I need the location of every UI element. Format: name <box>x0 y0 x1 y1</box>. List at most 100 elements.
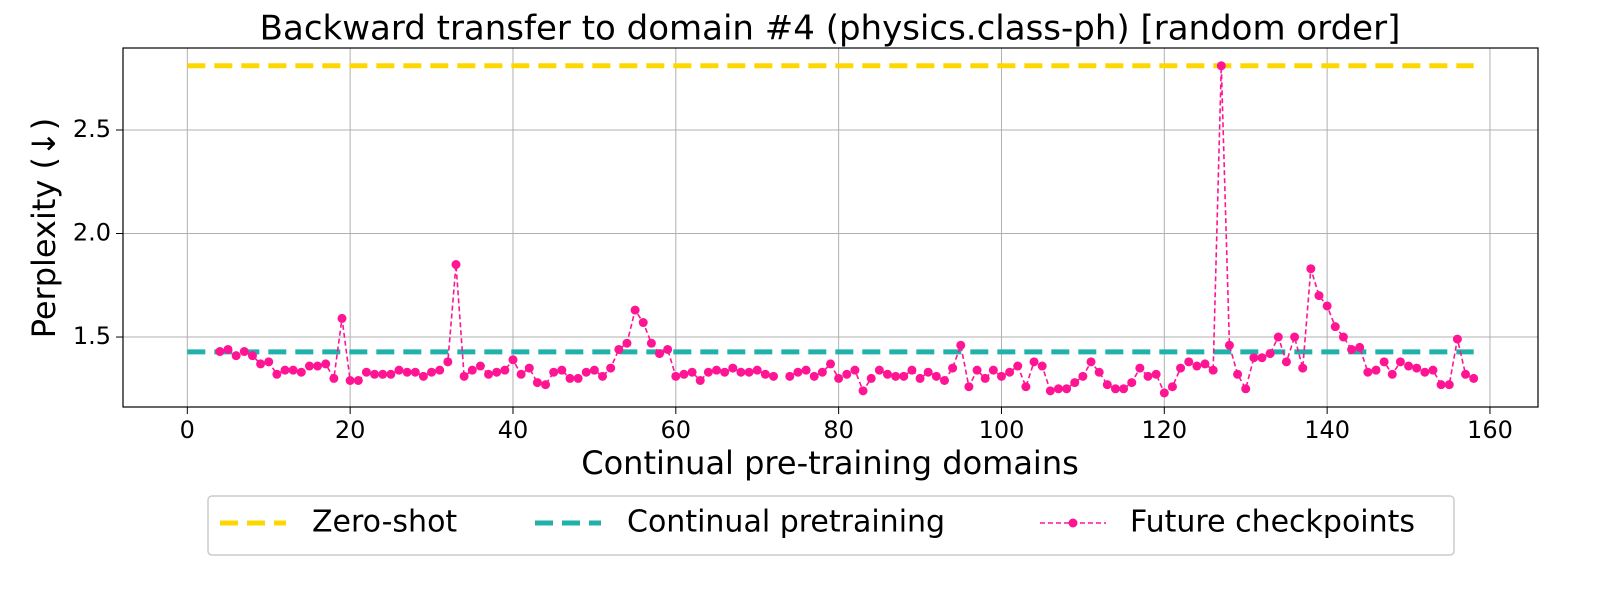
data-point <box>557 365 567 375</box>
data-point <box>1200 359 1210 369</box>
data-point <box>329 373 339 383</box>
data-point <box>915 373 925 383</box>
data-point <box>1070 378 1080 388</box>
data-point <box>638 318 648 328</box>
data-point <box>573 373 583 383</box>
data-point <box>769 371 779 381</box>
data-point <box>321 359 331 369</box>
data-point <box>882 369 892 379</box>
x-tick-label: 20 <box>335 416 366 444</box>
data-point <box>304 361 314 371</box>
data-point <box>655 349 665 359</box>
data-point <box>752 365 762 375</box>
data-point <box>1119 384 1129 394</box>
data-point <box>826 359 835 369</box>
data-point <box>850 365 860 375</box>
x-tick-label: 40 <box>498 416 529 444</box>
data-point <box>801 365 811 375</box>
data-point <box>809 371 819 381</box>
legend-label: Future checkpoints <box>1130 505 1415 540</box>
data-point <box>1330 322 1340 332</box>
data-point <box>1127 378 1137 388</box>
data-point <box>964 382 974 392</box>
data-point <box>247 351 257 361</box>
data-point <box>1224 340 1234 350</box>
data-point <box>948 363 958 373</box>
y-axis-label: Perplexity (↓) <box>25 118 63 339</box>
data-point <box>679 369 689 379</box>
legend-label: Zero-shot <box>312 505 457 540</box>
data-point <box>866 373 876 383</box>
data-point <box>1110 384 1120 394</box>
data-point <box>939 375 949 385</box>
data-point <box>410 367 420 377</box>
data-point <box>475 361 485 371</box>
data-point <box>467 365 477 375</box>
data-point <box>1167 382 1177 392</box>
data-point <box>402 367 412 377</box>
data-point <box>589 365 599 375</box>
x-tick-label: 0 <box>180 416 195 444</box>
data-point <box>1404 361 1414 371</box>
data-point <box>508 355 518 365</box>
data-point <box>931 371 941 381</box>
x-tick-label: 80 <box>823 416 854 444</box>
legend-label: Continual pretraining <box>627 505 945 540</box>
data-point <box>1355 342 1365 352</box>
data-point <box>817 367 827 377</box>
data-point <box>996 371 1006 381</box>
data-point <box>394 365 404 375</box>
data-point <box>532 378 542 388</box>
x-tick-label: 100 <box>979 416 1025 444</box>
data-point <box>671 371 681 381</box>
data-point <box>256 359 266 369</box>
data-point <box>1143 371 1153 381</box>
data-point <box>1102 380 1112 390</box>
data-point <box>272 369 282 379</box>
data-point <box>1176 363 1186 373</box>
data-point <box>646 338 656 348</box>
series-line <box>219 65 1475 395</box>
data-point <box>1290 332 1300 342</box>
chart-title: Backward transfer to domain #4 (physics.… <box>260 9 1401 49</box>
data-point <box>703 367 713 377</box>
data-point <box>1265 349 1275 359</box>
data-point <box>1412 363 1422 373</box>
data-point <box>370 369 380 379</box>
data-point <box>923 367 933 377</box>
data-point <box>565 373 575 383</box>
data-point <box>1257 353 1267 363</box>
legend-box <box>207 495 1455 556</box>
data-point <box>1436 380 1446 390</box>
data-point <box>1184 357 1194 367</box>
data-point <box>484 369 494 379</box>
data-point <box>1029 357 1039 367</box>
data-point <box>1298 363 1308 373</box>
data-point <box>1159 388 1169 398</box>
data-point <box>353 375 363 385</box>
data-point <box>581 367 591 377</box>
data-point <box>899 371 909 381</box>
x-tick-label: 160 <box>1467 416 1513 444</box>
data-point <box>361 367 371 377</box>
data-point <box>1078 371 1088 381</box>
data-point <box>443 357 453 367</box>
data-point <box>1363 367 1373 377</box>
data-point <box>264 357 274 367</box>
data-point <box>231 351 241 361</box>
data-point <box>1037 361 1047 371</box>
data-point <box>687 367 697 377</box>
data-point <box>630 305 640 315</box>
data-point <box>378 369 388 379</box>
data-point <box>760 369 770 379</box>
data-point <box>223 344 233 354</box>
data-point <box>874 365 884 375</box>
data-point <box>695 375 705 385</box>
data-point <box>1444 380 1454 390</box>
data-point <box>1428 365 1438 375</box>
data-point <box>451 260 461 270</box>
data-point <box>834 373 844 383</box>
data-point <box>1469 373 1479 383</box>
data-point <box>435 365 445 375</box>
